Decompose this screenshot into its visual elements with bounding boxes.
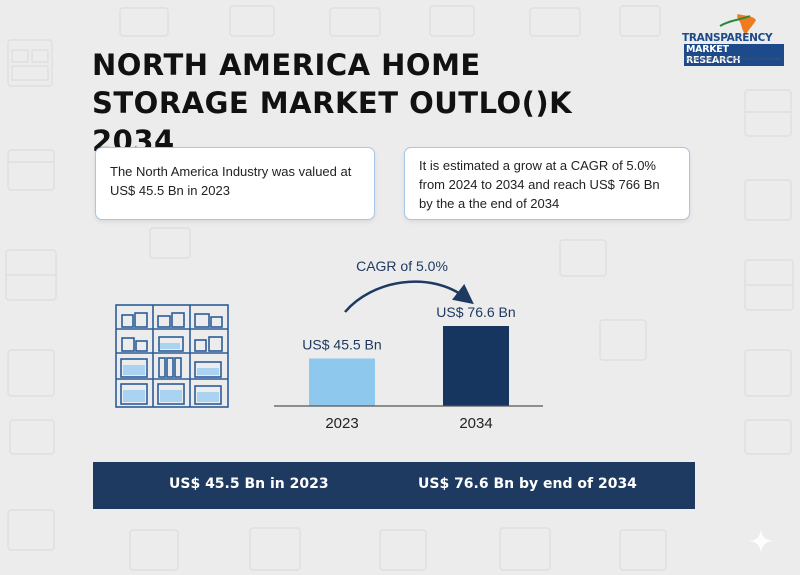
cagr-annotation: CAGR of 5.0% [356, 258, 448, 274]
summary-right: US$ 76.6 Bn by end of 2034 [418, 476, 637, 492]
info-card-forecast: It is estimated a grow at a CAGR of 5.0%… [404, 147, 690, 220]
bar-2023 [309, 358, 375, 406]
sparkle-icon [749, 529, 773, 553]
category-label-2034: 2034 [459, 415, 492, 432]
page-title: NORTH AMERICA HOME STORAGE MARKET OUTLO(… [92, 46, 652, 160]
summary-bar: US$ 45.5 Bn in 2023 US$ 76.6 Bn by end o… [93, 462, 695, 509]
logo-tagline: GLOBAL MARKET RESEARCH REPORTS & CONSULT… [684, 57, 782, 61]
bar-2034 [443, 326, 509, 406]
curved-arrow-icon [344, 280, 474, 313]
title-line-1: NORTH AMERICA HOME [92, 48, 481, 82]
storage-shelf-icon [115, 304, 229, 408]
value-label-2023: US$ 45.5 Bn [302, 336, 381, 352]
logo-line-1: TRANSPARENCY [682, 32, 773, 44]
info-card-valuation: The North America Industry was valued at… [95, 147, 375, 220]
title-line-2: STORAGE MARKET OUTLO()K 2034 [92, 86, 573, 158]
category-label-2023: 2023 [325, 415, 358, 432]
logo-line-2: MARKET RESEARCH [684, 44, 784, 66]
value-label-2034: US$ 76.6 Bn [436, 304, 515, 320]
info-card-valuation-text: The North America Industry was valued at… [110, 164, 352, 198]
info-card-forecast-text: It is estimated a grow at a CAGR of 5.0%… [419, 158, 660, 211]
logo: TRANSPARENCY MARKET RESEARCH GLOBAL MARK… [680, 12, 784, 68]
logo-emblem-icon [719, 14, 756, 34]
summary-left: US$ 45.5 Bn in 2023 [169, 476, 329, 492]
